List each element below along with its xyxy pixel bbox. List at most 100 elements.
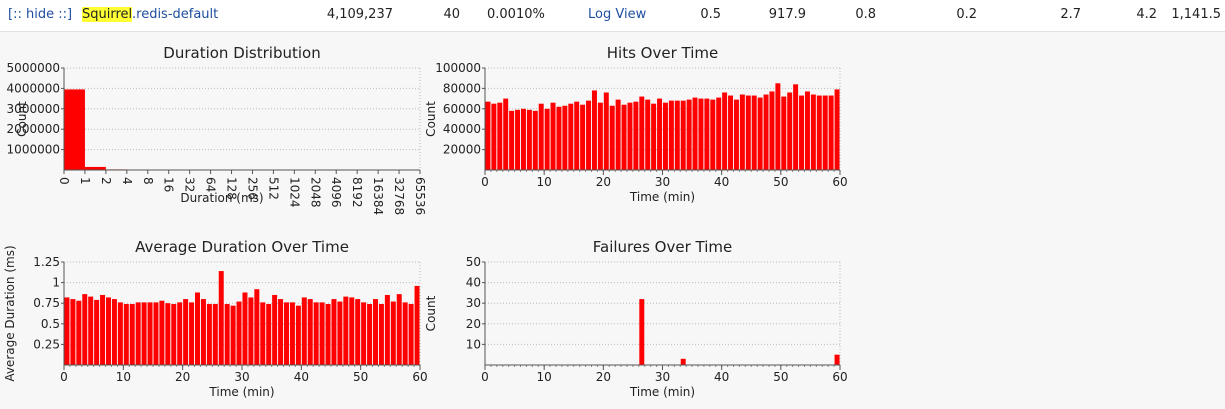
y-tick-label: 40 <box>466 276 481 290</box>
bar <box>603 92 609 170</box>
bar <box>396 294 402 365</box>
charts: Duration DistributionCount10000002000000… <box>3 44 848 399</box>
bar <box>147 302 153 365</box>
bar <box>745 95 751 170</box>
x-tick-label: 30 <box>655 370 670 384</box>
bar <box>84 166 106 170</box>
bar <box>728 95 734 170</box>
y-tick-label: 0.25 <box>33 337 60 351</box>
bar <box>657 98 663 170</box>
chart-title: Hits Over Time <box>607 44 718 62</box>
x-tick-label: 20 <box>596 370 611 384</box>
hide-toggle[interactable]: [:: hide ::] <box>8 7 73 22</box>
y-tick-label: 50 <box>466 255 481 269</box>
bar <box>254 289 260 365</box>
bar <box>230 305 236 365</box>
bar <box>680 100 686 170</box>
count: 4,109,237 <box>326 7 393 22</box>
bar <box>757 97 763 170</box>
bar <box>355 299 361 365</box>
y-tick-label: 10 <box>466 337 481 351</box>
x-tick-label: 32768 <box>392 177 406 215</box>
bar <box>834 354 840 365</box>
chart-title: Average Duration Over Time <box>135 238 349 256</box>
bar <box>580 104 586 170</box>
bar <box>586 100 592 170</box>
bar <box>295 305 301 365</box>
bar <box>822 95 828 170</box>
y-tick-label: 1.25 <box>33 255 60 269</box>
x-tick-label: 512 <box>266 177 280 200</box>
bar <box>639 96 645 170</box>
x-tick-label: 1024 <box>287 177 301 208</box>
y-tick-label: 20 <box>466 317 481 331</box>
bar <box>828 95 834 170</box>
bar <box>615 99 621 170</box>
x-axis-label: Time (min) <box>208 385 274 399</box>
x-tick-label: 10 <box>116 370 131 384</box>
log-view-link[interactable]: Log View <box>588 7 647 22</box>
bar <box>651 103 657 170</box>
y-tick-label: 40000 <box>443 122 481 136</box>
y-tick-label: 0.5 <box>41 317 60 331</box>
bar <box>491 103 497 170</box>
bar <box>574 101 580 170</box>
x-tick-label: 50 <box>353 370 368 384</box>
y-tick-label: 1 <box>52 276 60 290</box>
bar <box>722 92 728 170</box>
x-tick-label: 64 <box>204 177 218 192</box>
bar <box>775 83 781 170</box>
bar <box>117 302 123 365</box>
x-tick-label: 4 <box>120 177 134 185</box>
name-rest: .redis-default <box>132 7 219 22</box>
bar <box>189 302 195 365</box>
bar <box>816 95 822 170</box>
bar <box>378 304 384 365</box>
bar <box>509 110 515 170</box>
x-tick-label: 256 <box>245 177 259 200</box>
bar <box>763 94 769 170</box>
stat: 1,141.5 <box>1171 7 1221 22</box>
chart-title: Failures Over Time <box>593 238 733 256</box>
x-tick-label: 128 <box>225 177 239 200</box>
bar <box>538 103 544 170</box>
x-tick-label: 20 <box>596 175 611 189</box>
bar <box>307 299 313 365</box>
x-tick-label: 40 <box>294 370 309 384</box>
bar <box>349 297 355 365</box>
x-tick-label: 40 <box>714 175 729 189</box>
bar <box>787 92 793 170</box>
bar <box>171 304 177 365</box>
bar <box>503 98 509 170</box>
bar <box>532 110 538 170</box>
bar <box>367 304 373 365</box>
x-tick-label: 8 <box>141 177 155 185</box>
bar <box>325 304 331 365</box>
x-tick-label: 60 <box>832 370 847 384</box>
y-axis-label: Count <box>15 101 29 137</box>
bar <box>591 90 597 170</box>
bar <box>597 102 603 170</box>
bar <box>337 301 343 365</box>
x-tick-label: 40 <box>714 370 729 384</box>
bar <box>698 98 704 170</box>
bar <box>686 99 692 170</box>
bar <box>751 95 757 170</box>
x-tick-label: 0 <box>57 177 71 185</box>
bar <box>224 304 230 365</box>
stat: 2.7 <box>1060 7 1081 22</box>
y-tick-label: 4000000 <box>7 81 60 95</box>
x-axis-label: Duration (ms) <box>180 191 263 205</box>
bar <box>627 102 633 170</box>
bar <box>284 302 289 365</box>
x-tick-label: 0 <box>60 370 68 384</box>
bar <box>497 102 503 170</box>
bar <box>739 94 745 170</box>
bar <box>485 101 491 170</box>
bar <box>242 292 248 365</box>
bar <box>834 89 840 170</box>
bar <box>810 94 816 170</box>
bar <box>165 303 171 365</box>
stat: 4.2 <box>1136 7 1157 22</box>
